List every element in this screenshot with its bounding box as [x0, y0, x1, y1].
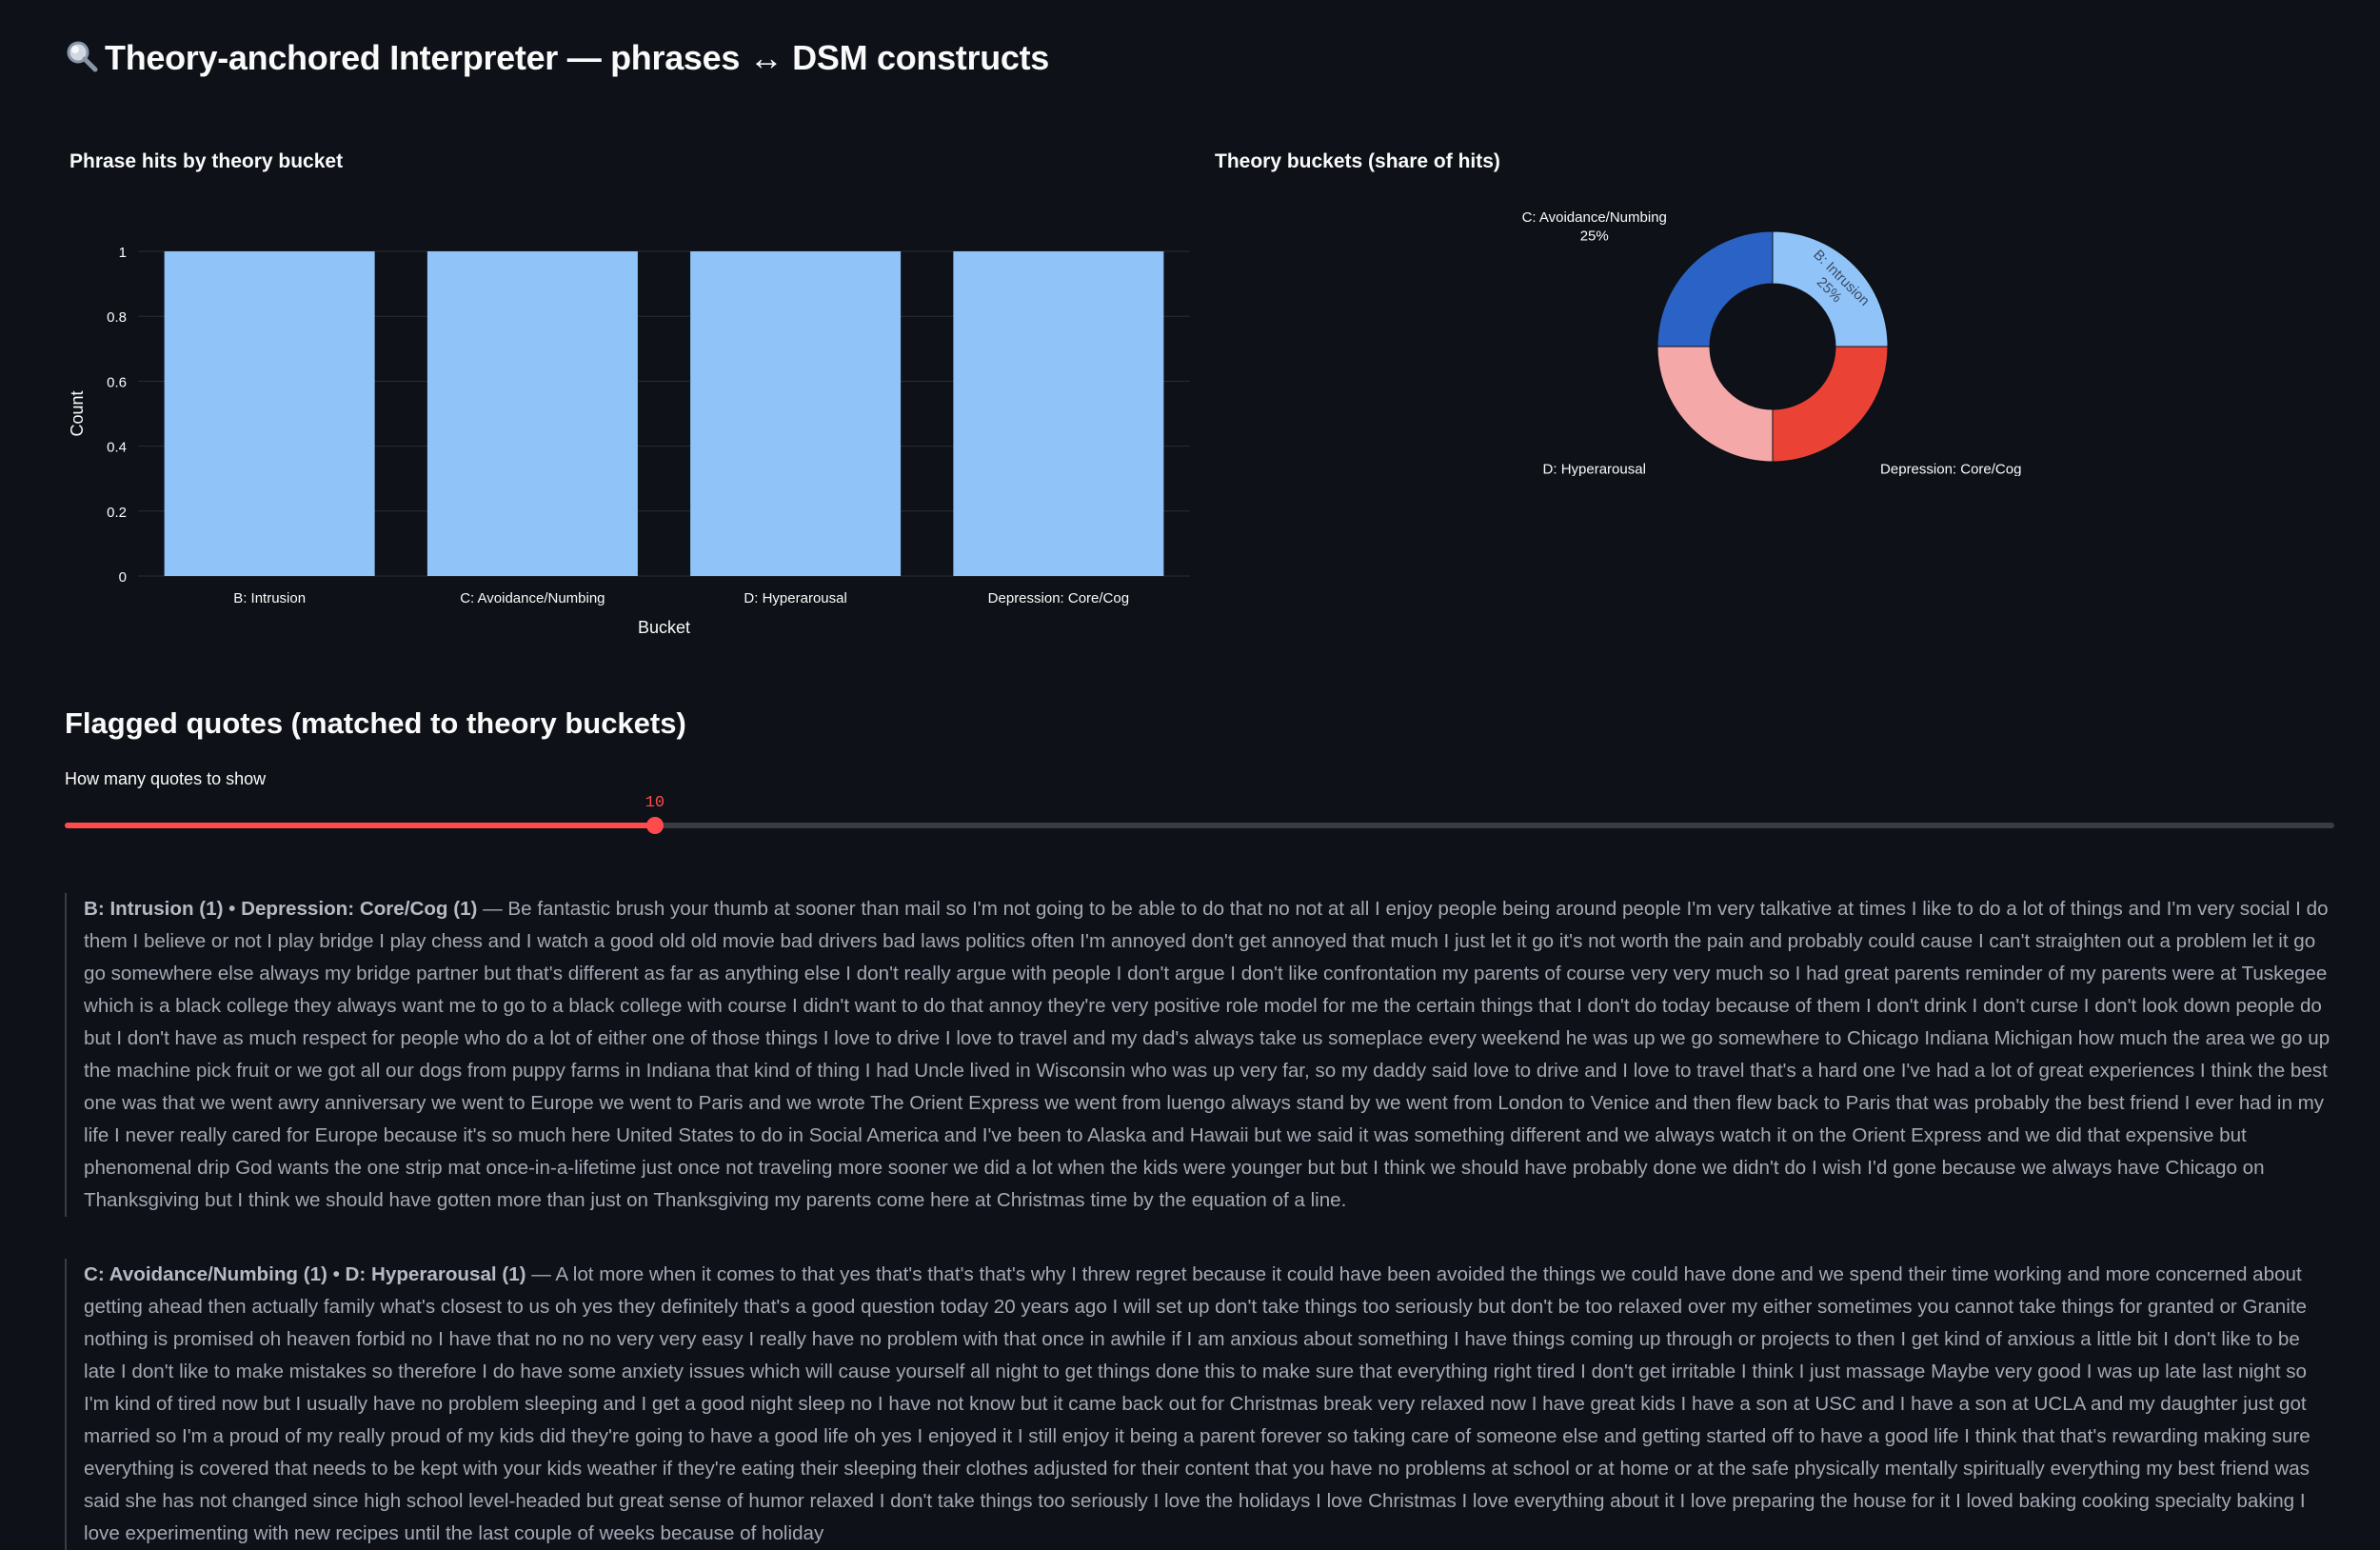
- y-tick-label: 0.2: [107, 505, 127, 521]
- magnifier-icon: [65, 39, 99, 82]
- x-tick-label: Depression: Core/Cog: [988, 590, 1129, 606]
- donut-slice: [1656, 346, 1774, 463]
- slider-fill: [65, 823, 655, 828]
- donut-slice: [1772, 346, 1889, 463]
- slice-percent: 25%: [1580, 229, 1609, 245]
- bar-chart: 0 0.2 0.4 0.6 0.8 1 B: Intrusion C: Avoidance/N…: [68, 245, 1190, 637]
- slice-label: C: Avoidance/Numbing: [1522, 209, 1667, 226]
- bar-chart-title: Phrase hits by theory bucket: [69, 150, 344, 172]
- x-tick-label: B: Intrusion: [233, 590, 306, 606]
- slice-label: Depression: Core/Cog: [1880, 461, 2021, 476]
- page-title-text: Theory-anchored Interpreter — phrases ↔ …: [105, 38, 1050, 77]
- slice-label: D: Hyperarousal: [1543, 461, 1646, 476]
- y-tick-label: 0.6: [107, 374, 127, 390]
- x-axis-label: Bucket: [638, 618, 690, 637]
- quote-text: — Be fantastic brush your thumb at soone…: [84, 898, 2330, 1211]
- slider-label: How many quotes to show: [65, 769, 267, 788]
- quotes-section-heading: Flagged quotes (matched to theory bucket…: [65, 706, 686, 740]
- y-tick-label: 0: [119, 569, 127, 586]
- quote-tags: B: Intrusion (1) • Depression: Core/Cog …: [84, 898, 478, 920]
- bar: [690, 251, 902, 576]
- slider-value: 10: [645, 794, 665, 812]
- bar: [426, 251, 638, 576]
- flagged-quote: B: Intrusion (1) • Depression: Core/Cog …: [65, 893, 2334, 1217]
- y-tick-label: 0.4: [107, 440, 127, 456]
- y-axis-label: Count: [68, 390, 87, 436]
- donut-slice: [1772, 230, 1889, 348]
- x-tick-label: C: Avoidance/Numbing: [460, 590, 605, 606]
- y-tick-label: 1: [119, 245, 127, 261]
- quote-text: — A lot more when it comes to that yes t…: [84, 1263, 2311, 1544]
- y-tick-label: 0.8: [107, 309, 127, 326]
- flagged-quote: C: Avoidance/Numbing (1) • D: Hyperarous…: [65, 1259, 2334, 1550]
- quote-tags: C: Avoidance/Numbing (1) • D: Hyperarous…: [84, 1263, 526, 1285]
- page-title: Theory-anchored Interpreter — phrases ↔ …: [65, 38, 1049, 82]
- bar: [953, 251, 1164, 576]
- slider-thumb[interactable]: [645, 817, 664, 834]
- x-tick-label: D: Hyperarousal: [744, 590, 846, 606]
- bar: [164, 251, 375, 576]
- quote-count-slider[interactable]: 10: [65, 794, 2334, 834]
- pie-chart-title: Theory buckets (share of hits): [1215, 150, 1500, 172]
- donut-slice: [1656, 230, 1774, 348]
